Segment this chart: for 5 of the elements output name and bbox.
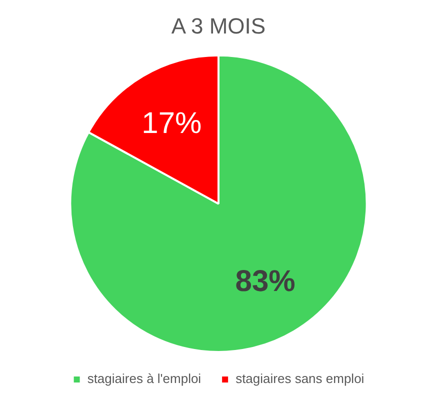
data-label: 83% xyxy=(235,265,296,298)
legend-label: stagiaires sans emploi xyxy=(236,371,364,386)
data-label: 17% xyxy=(142,106,202,140)
chart-title: A 3 MOIS xyxy=(171,13,266,38)
legend-label: stagiaires à l'emploi xyxy=(87,371,202,386)
